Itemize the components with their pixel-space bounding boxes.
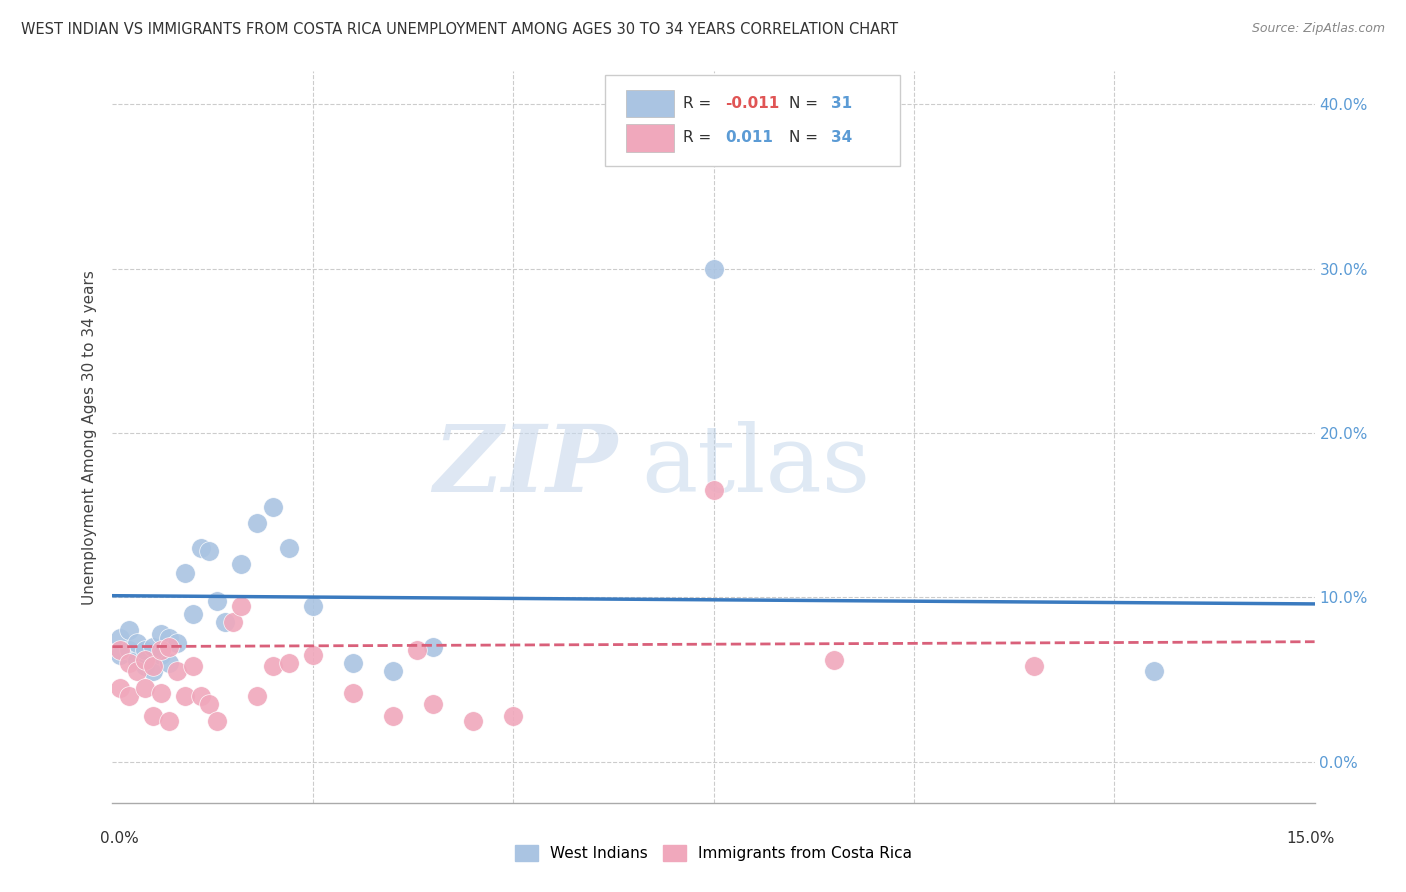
- Point: [229, 558, 252, 572]
- FancyBboxPatch shape: [606, 75, 900, 167]
- Point: [117, 689, 139, 703]
- Text: N =: N =: [789, 130, 823, 145]
- Point: [149, 643, 172, 657]
- Point: [141, 665, 163, 679]
- Point: [382, 665, 405, 679]
- Point: [134, 643, 156, 657]
- Point: [382, 708, 405, 723]
- Point: [277, 541, 299, 555]
- Point: [110, 681, 132, 695]
- Legend: West Indians, Immigrants from Costa Rica: West Indians, Immigrants from Costa Rica: [515, 845, 912, 861]
- Point: [173, 566, 195, 580]
- Bar: [626, 124, 673, 152]
- Point: [1024, 659, 1046, 673]
- Point: [173, 689, 195, 703]
- Point: [422, 697, 444, 711]
- Point: [205, 593, 228, 607]
- Text: R =: R =: [683, 130, 721, 145]
- Point: [190, 541, 212, 555]
- Point: [110, 643, 132, 657]
- Point: [222, 615, 245, 629]
- Point: [205, 714, 228, 728]
- Point: [117, 643, 139, 657]
- Point: [141, 640, 163, 654]
- Point: [125, 665, 148, 679]
- Text: R =: R =: [683, 96, 717, 111]
- Text: 0.011: 0.011: [725, 130, 773, 145]
- Point: [406, 643, 429, 657]
- Point: [134, 659, 156, 673]
- Point: [342, 686, 364, 700]
- Bar: [626, 89, 673, 118]
- Text: atlas: atlas: [641, 421, 870, 511]
- Point: [229, 599, 252, 613]
- Point: [134, 681, 156, 695]
- Point: [422, 640, 444, 654]
- Point: [214, 615, 236, 629]
- Point: [157, 714, 180, 728]
- Point: [246, 516, 269, 531]
- Point: [1143, 665, 1166, 679]
- Y-axis label: Unemployment Among Ages 30 to 34 years: Unemployment Among Ages 30 to 34 years: [82, 269, 97, 605]
- Point: [117, 624, 139, 638]
- Point: [149, 686, 172, 700]
- Point: [134, 653, 156, 667]
- Point: [302, 599, 325, 613]
- Point: [197, 544, 219, 558]
- Point: [141, 708, 163, 723]
- Text: Source: ZipAtlas.com: Source: ZipAtlas.com: [1251, 22, 1385, 36]
- Text: ZIP: ZIP: [433, 421, 617, 511]
- Text: N =: N =: [789, 96, 823, 111]
- Point: [702, 261, 725, 276]
- Text: 34: 34: [831, 130, 852, 145]
- Point: [125, 653, 148, 667]
- Point: [502, 708, 524, 723]
- Point: [110, 648, 132, 662]
- Point: [277, 656, 299, 670]
- Point: [181, 607, 204, 621]
- Point: [246, 689, 269, 703]
- Point: [157, 640, 180, 654]
- Text: 0.0%: 0.0%: [100, 831, 139, 846]
- Point: [149, 626, 172, 640]
- Point: [141, 659, 163, 673]
- Point: [302, 648, 325, 662]
- Point: [166, 665, 188, 679]
- Point: [157, 656, 180, 670]
- Point: [823, 653, 845, 667]
- Point: [117, 656, 139, 670]
- Point: [461, 714, 484, 728]
- Point: [149, 648, 172, 662]
- Text: WEST INDIAN VS IMMIGRANTS FROM COSTA RICA UNEMPLOYMENT AMONG AGES 30 TO 34 YEARS: WEST INDIAN VS IMMIGRANTS FROM COSTA RIC…: [21, 22, 898, 37]
- Text: 31: 31: [831, 96, 852, 111]
- Text: -0.011: -0.011: [725, 96, 780, 111]
- Point: [166, 636, 188, 650]
- Point: [181, 659, 204, 673]
- Point: [702, 483, 725, 498]
- Point: [262, 659, 284, 673]
- Point: [190, 689, 212, 703]
- Point: [125, 636, 148, 650]
- Point: [197, 697, 219, 711]
- Text: 15.0%: 15.0%: [1286, 831, 1334, 846]
- Point: [342, 656, 364, 670]
- Point: [110, 632, 132, 646]
- Point: [157, 632, 180, 646]
- Point: [262, 500, 284, 514]
